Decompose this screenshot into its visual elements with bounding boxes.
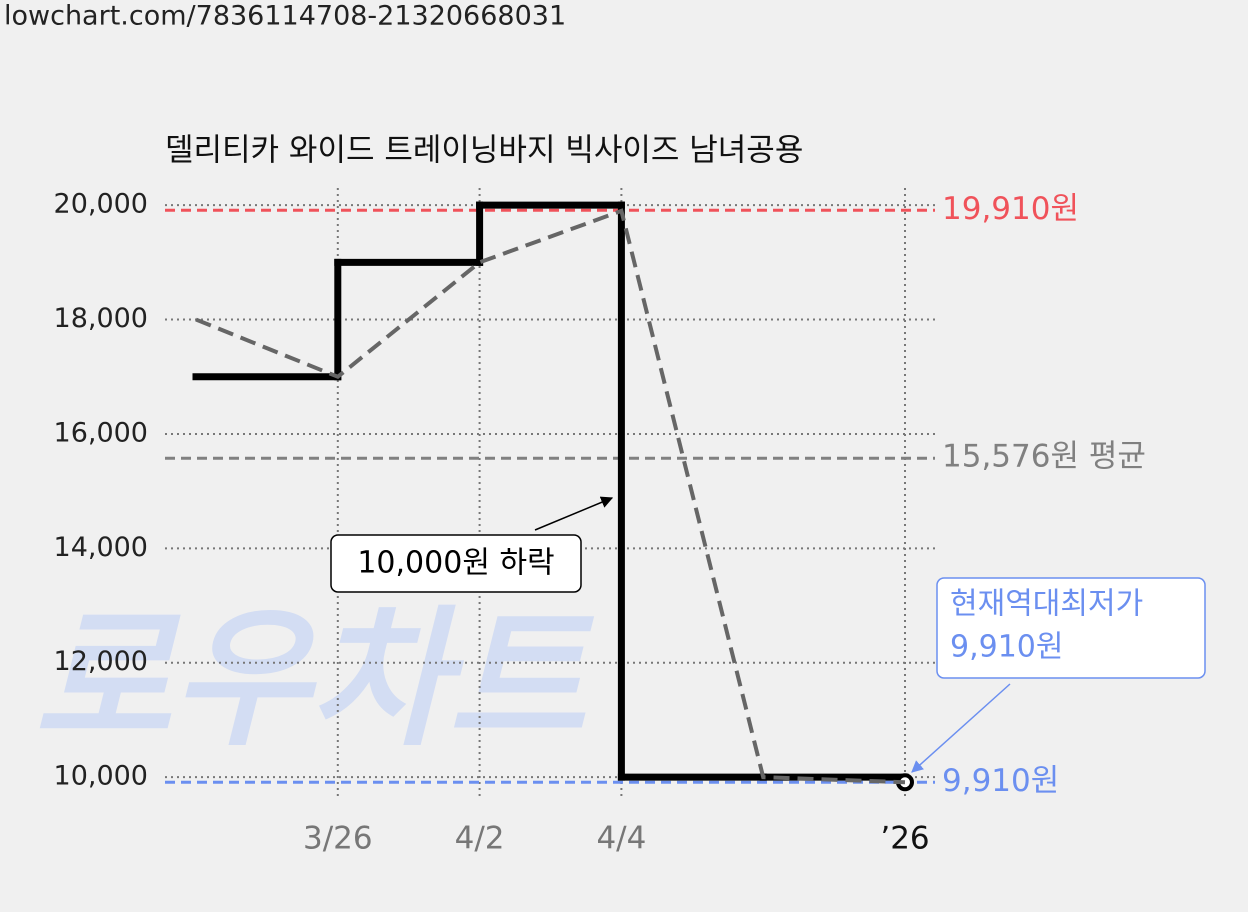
annotation-text: 9,910원 (950, 630, 1063, 665)
annotation-box (330, 534, 582, 593)
annotation-text: 현재역대최저가 (950, 587, 1143, 622)
reference-label: 15,576원 평균 (942, 439, 1146, 475)
annotation-arrow (911, 683, 1011, 773)
watermark: 로우차트 (34, 593, 595, 767)
annotation-box (936, 577, 1206, 679)
y-tick-label: 14,000 (54, 532, 148, 563)
x-tick-label: ’26 (880, 821, 929, 857)
x-tick-label: 4/4 (596, 821, 646, 857)
y-tick-label: 10,000 (54, 761, 148, 792)
reference-label: 19,910원 (942, 191, 1079, 227)
annotation-text: 10,000원 하락 (357, 546, 554, 581)
y-tick-label: 16,000 (54, 417, 148, 448)
x-tick-label: 4/2 (455, 821, 505, 857)
y-tick-label: 12,000 (54, 646, 148, 677)
moving-average (195, 208, 906, 785)
x-tick-label: 3/26 (303, 821, 373, 857)
annotation-arrow (534, 496, 614, 531)
reference-label: 9,910원 (942, 763, 1059, 799)
chart-title: 델리티카 와이드 트레이닝바지 빅사이즈 남녀공용 (165, 133, 803, 169)
url: lowchart.com/7836114708-21320668031 (4, 1, 566, 32)
y-tick-label: 18,000 (54, 303, 148, 334)
y-tick-label: 20,000 (54, 189, 148, 220)
